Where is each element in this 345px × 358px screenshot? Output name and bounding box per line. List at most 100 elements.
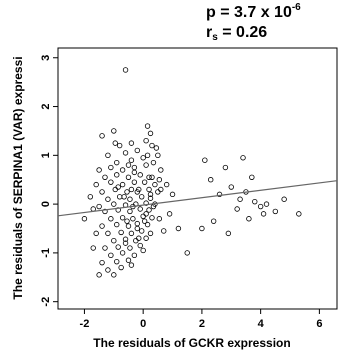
data-point — [150, 159, 157, 166]
data-point — [141, 179, 148, 185]
data-point — [125, 257, 132, 263]
data-point — [122, 150, 129, 156]
data-point — [156, 177, 163, 183]
data-point — [114, 221, 120, 228]
data-point — [128, 157, 135, 163]
data-point — [114, 258, 120, 265]
data-point — [260, 211, 267, 217]
spearman-r-label: rs = 0.26 — [206, 24, 267, 43]
x-tick-label: 2 — [199, 318, 205, 330]
data-point — [144, 123, 151, 129]
data-point — [81, 216, 88, 222]
data-point — [108, 164, 114, 171]
data-point — [143, 211, 149, 217]
data-point — [149, 174, 155, 180]
data-point — [111, 201, 117, 207]
data-point — [99, 189, 105, 195]
data-point — [249, 174, 255, 180]
data-point — [96, 167, 102, 173]
data-point — [152, 181, 158, 188]
data-point — [146, 207, 152, 213]
data-point — [143, 137, 149, 144]
data-point — [108, 179, 114, 185]
data-point — [128, 262, 135, 268]
data-point — [134, 220, 140, 227]
data-point — [105, 152, 111, 159]
data-point — [210, 218, 217, 224]
data-point — [90, 245, 96, 251]
data-point — [127, 208, 133, 215]
data-point — [216, 191, 223, 198]
data-point — [263, 201, 270, 207]
trend-line — [57, 180, 338, 217]
data-point — [144, 152, 151, 159]
data-point — [149, 142, 155, 149]
data-point — [208, 177, 214, 183]
data-point — [93, 181, 99, 188]
data-point — [138, 228, 145, 234]
data-point — [147, 195, 154, 201]
data-point — [122, 240, 129, 246]
spearman-r-subscript: s — [212, 32, 218, 43]
data-point — [102, 174, 108, 180]
data-point — [138, 194, 145, 200]
data-point — [161, 228, 167, 234]
data-point — [114, 159, 120, 166]
y-axis-label: The residuals of SERPINA1 (VAR) expressi — [11, 56, 25, 299]
data-point — [137, 206, 143, 212]
data-point — [116, 142, 123, 149]
data-point — [134, 225, 140, 232]
data-point — [137, 172, 143, 178]
data-point — [147, 230, 154, 237]
data-point — [105, 230, 111, 237]
p-value-exponent: -6 — [291, 2, 301, 13]
data-point — [122, 236, 129, 242]
data-point — [240, 155, 246, 161]
data-point — [93, 230, 99, 237]
data-point — [296, 211, 302, 217]
data-point — [115, 184, 121, 190]
data-point — [202, 157, 208, 163]
data-point — [158, 186, 164, 193]
data-point — [118, 229, 124, 236]
data-point — [252, 198, 258, 205]
data-point — [131, 169, 138, 176]
y-tick-label: 0 — [40, 201, 52, 207]
data-point — [237, 196, 243, 202]
data-point — [131, 252, 138, 259]
data-point — [102, 208, 108, 215]
data-point — [137, 242, 143, 249]
data-point — [112, 186, 118, 193]
p-value-text: p = 3.7 x 10 — [206, 4, 292, 21]
data-point — [199, 225, 205, 232]
data-point — [116, 194, 123, 200]
data-point — [136, 235, 142, 241]
data-point — [155, 152, 161, 159]
data-point — [119, 181, 126, 188]
data-point — [99, 259, 105, 266]
data-point — [246, 216, 252, 222]
x-axis-label: The residuals of GCKR expression — [93, 336, 290, 350]
x-tick-label: 6 — [316, 318, 322, 330]
data-point — [153, 145, 160, 151]
data-point — [119, 167, 126, 173]
data-point — [96, 203, 102, 210]
data-point — [128, 230, 135, 237]
data-point — [108, 252, 114, 259]
data-point — [144, 221, 151, 228]
data-point — [105, 267, 111, 273]
data-point — [234, 206, 240, 212]
data-point — [128, 186, 135, 193]
plot-frame — [57, 47, 338, 310]
data-point — [175, 225, 182, 232]
data-point — [272, 208, 279, 215]
y-tick-label: 1 — [40, 152, 52, 158]
data-point — [114, 172, 120, 178]
y-tick-label: -1 — [40, 248, 52, 258]
data-point — [146, 174, 152, 180]
data-point — [143, 200, 149, 206]
data-point — [105, 196, 111, 202]
data-point — [156, 216, 163, 222]
data-point — [111, 128, 117, 134]
